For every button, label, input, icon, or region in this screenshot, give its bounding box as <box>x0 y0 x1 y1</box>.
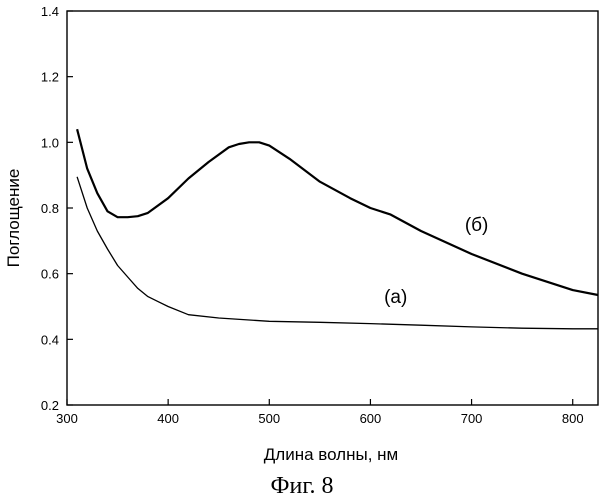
y-tick-label: 0.6 <box>41 267 59 282</box>
series-label-b: (б) <box>465 215 489 236</box>
y-tick-label: 0.4 <box>41 332 59 347</box>
x-tick-label: 500 <box>258 411 280 426</box>
y-tick-label: 0.8 <box>41 201 59 216</box>
x-tick-label: 700 <box>461 411 483 426</box>
series-annotations: (а) (б) <box>384 215 488 308</box>
figure-caption: Фиг. 8 <box>271 473 334 499</box>
x-tick-label: 800 <box>562 411 584 426</box>
plot-frame <box>67 11 598 405</box>
y-tick-label: 1.2 <box>41 70 59 85</box>
x-tick-label: 300 <box>56 411 78 426</box>
y-tick-label: 0.2 <box>41 398 59 413</box>
series-line-b <box>77 129 598 295</box>
x-tick-label: 400 <box>157 411 179 426</box>
y-tick-label: 1.4 <box>41 4 59 19</box>
series-label-a: (а) <box>384 287 407 308</box>
axis-ticks: 300 400 500 600 700 800 0.2 0.4 0.6 0.8 1.0 1.2 1.4 <box>41 4 584 426</box>
series-lines <box>77 129 598 329</box>
x-tick-label: 600 <box>360 411 382 426</box>
y-tick-label: 1.0 <box>41 135 59 150</box>
series-line-a <box>77 177 598 329</box>
x-axis-title: Длина волны, нм <box>264 445 398 464</box>
y-axis-title: Поглощение <box>4 169 23 268</box>
